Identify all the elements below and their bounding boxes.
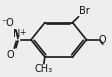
Text: Br: Br [79,6,90,16]
Text: O: O [7,50,14,60]
Text: ⁻O: ⁻O [2,18,14,28]
Text: +: + [19,28,25,37]
Text: O: O [98,35,106,45]
Text: CH₃: CH₃ [35,64,53,74]
Text: N: N [13,29,20,39]
